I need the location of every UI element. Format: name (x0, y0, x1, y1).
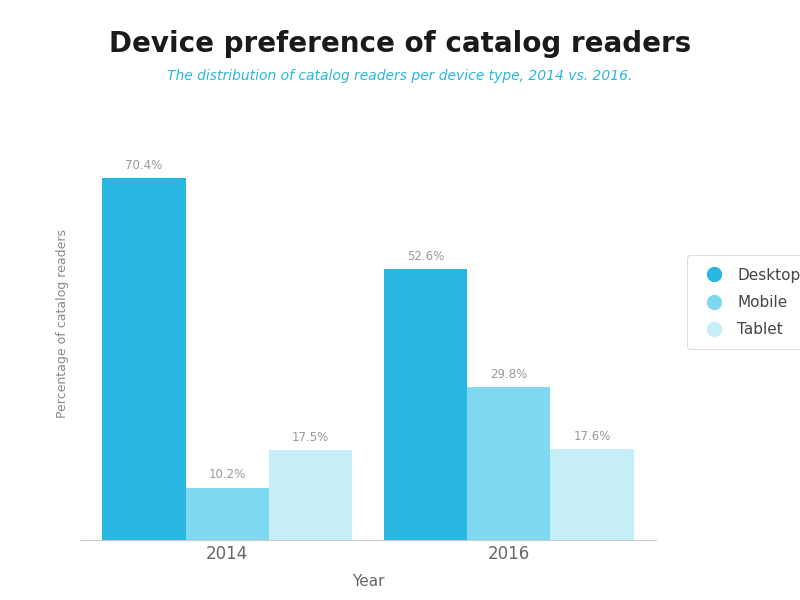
Text: 70.4%: 70.4% (126, 159, 162, 172)
Legend: Desktop, Mobile, Tablet: Desktop, Mobile, Tablet (686, 256, 800, 349)
Bar (186, 488, 269, 540)
Bar (467, 387, 550, 540)
Bar (550, 449, 634, 540)
Y-axis label: Percentage of catalog readers: Percentage of catalog readers (56, 229, 69, 419)
Bar (384, 269, 467, 540)
Text: 17.5%: 17.5% (292, 431, 329, 444)
Text: Device preference of catalog readers: Device preference of catalog readers (109, 30, 691, 58)
Bar (102, 178, 186, 540)
X-axis label: Year: Year (352, 574, 384, 589)
Text: 17.6%: 17.6% (574, 430, 610, 443)
Bar (269, 450, 352, 540)
Text: 29.8%: 29.8% (490, 368, 527, 380)
Text: 52.6%: 52.6% (407, 250, 444, 263)
Text: 10.2%: 10.2% (209, 469, 246, 481)
Text: The distribution of catalog readers per device type, 2014 vs. 2016.: The distribution of catalog readers per … (167, 69, 633, 83)
